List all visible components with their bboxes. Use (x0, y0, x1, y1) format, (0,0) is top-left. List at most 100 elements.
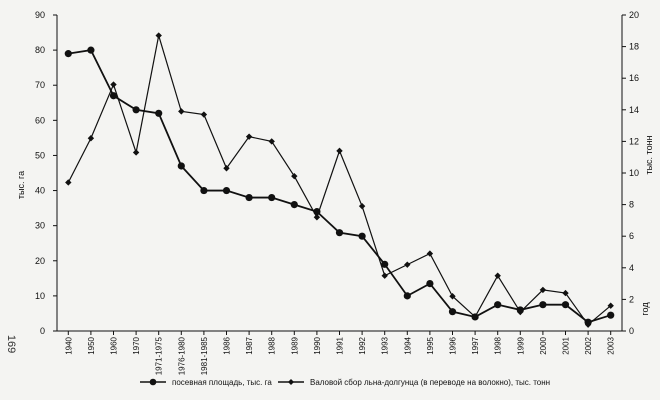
x-tick-label: 2003 (607, 336, 616, 354)
left-tick-label: 40 (35, 186, 45, 196)
data-point (335, 229, 344, 237)
right-tick-label: 16 (629, 73, 639, 83)
data-point (358, 202, 366, 210)
x-tick-label: 1995 (426, 336, 435, 354)
data-point (561, 301, 570, 309)
legend: посевная площадь, тыс. га Валовой сбор ль… (140, 378, 550, 387)
x-tick-label: 1960 (110, 336, 119, 354)
x-tick-label: 1987 (245, 336, 254, 354)
right-tick-label: 2 (629, 294, 634, 304)
data-point (539, 301, 547, 309)
legend-marker (288, 379, 294, 385)
data-point (65, 179, 72, 186)
data-point (381, 272, 388, 279)
tick-labels: 0 10 20 30 40 50 60 70 80 90 0 2 4 6 8 10 12 14 16 18 20 тыс.… (5, 10, 654, 375)
x-tick-label: 1998 (494, 336, 503, 354)
data-point (132, 106, 140, 114)
data-point (494, 301, 502, 309)
data-point (607, 311, 615, 319)
data-point (494, 272, 501, 279)
x-tick-label: 1997 (471, 336, 480, 354)
data-point (87, 46, 95, 54)
x-tick-label: 1971-1975 (155, 336, 164, 375)
data-point (381, 260, 389, 268)
left-tick-label: 30 (35, 221, 45, 231)
right-tick-label: 14 (629, 105, 639, 115)
x-tick-label: 1994 (403, 336, 412, 354)
series-lines (64, 32, 615, 328)
x-tick-label: 1992 (358, 336, 367, 354)
data-point (336, 147, 343, 155)
data-point (110, 81, 117, 88)
legend-item-1: посевная площадь, тыс. га (140, 378, 272, 387)
data-point (290, 201, 298, 209)
right-tick-label: 6 (629, 231, 634, 241)
data-point (539, 286, 547, 294)
data-point (222, 186, 231, 195)
x-tick-label: 1940 (64, 336, 73, 354)
left-tick-label: 80 (35, 45, 45, 55)
data-point (245, 193, 253, 202)
data-point (584, 321, 592, 328)
data-point (449, 293, 456, 300)
data-point (245, 133, 253, 140)
axes (53, 14, 626, 335)
x-tick-label: 1976-1980 (177, 336, 186, 375)
right-tick-label: 20 (629, 10, 639, 20)
right-tick-label: 12 (629, 136, 639, 146)
data-point (313, 214, 321, 221)
left-tick-label: 70 (35, 80, 45, 90)
data-point (471, 313, 479, 320)
x-tick-label: 2000 (539, 336, 548, 354)
x-tick-label: 2002 (584, 336, 593, 354)
series-2 (65, 32, 614, 328)
left-tick-label: 10 (35, 291, 45, 301)
x-tick-label: 1988 (268, 336, 277, 354)
legend-label: посевная площадь, тыс. га (172, 378, 272, 387)
data-point (223, 165, 230, 172)
right-tick-label: 18 (629, 42, 639, 52)
data-point (200, 111, 208, 118)
x-tick-label: 2001 (562, 336, 571, 354)
x-tick-label: 1991 (336, 336, 345, 354)
data-point (404, 261, 411, 268)
data-point (109, 92, 118, 100)
data-point (448, 308, 457, 316)
right-axis-title: тыс. тонн (644, 135, 654, 174)
left-axis-title: тыс. га (16, 171, 26, 199)
series-line (68, 49, 611, 324)
right-tick-label: 10 (629, 168, 639, 178)
left-tick-label: 90 (35, 10, 45, 20)
x-tick-label: 1993 (381, 336, 390, 354)
x-tick-label: 1950 (87, 336, 96, 354)
x-tick-label: 1990 (313, 336, 322, 354)
x-tick-label: 1996 (449, 336, 458, 354)
page-number: 169 (5, 335, 17, 353)
data-point (132, 149, 140, 156)
data-point (178, 108, 185, 115)
right-tick-label: 0 (629, 326, 634, 336)
data-point (607, 302, 614, 309)
data-point (200, 186, 208, 195)
data-point (358, 232, 366, 240)
x-tick-label: 1986 (223, 336, 232, 354)
x-tick-label: 1989 (290, 336, 299, 354)
series-line (67, 35, 612, 326)
left-tick-label: 60 (35, 115, 45, 125)
legend-label: Валовой сбор льна-долгунца (в переводе н… (310, 378, 550, 387)
data-point (426, 280, 434, 288)
x-tick-label: 1981-1985 (200, 336, 209, 375)
data-point (562, 289, 569, 297)
left-tick-label: 0 (40, 326, 45, 336)
legend-item-2: Валовой сбор льна-долгунца (в переводе н… (278, 378, 550, 387)
data-point (426, 250, 434, 257)
data-point (155, 32, 162, 39)
data-point (268, 138, 275, 145)
data-point (291, 172, 298, 180)
data-point (403, 292, 411, 300)
left-tick-label: 50 (35, 150, 45, 160)
series-1 (64, 46, 615, 326)
x-tick-label: 1970 (132, 336, 141, 354)
